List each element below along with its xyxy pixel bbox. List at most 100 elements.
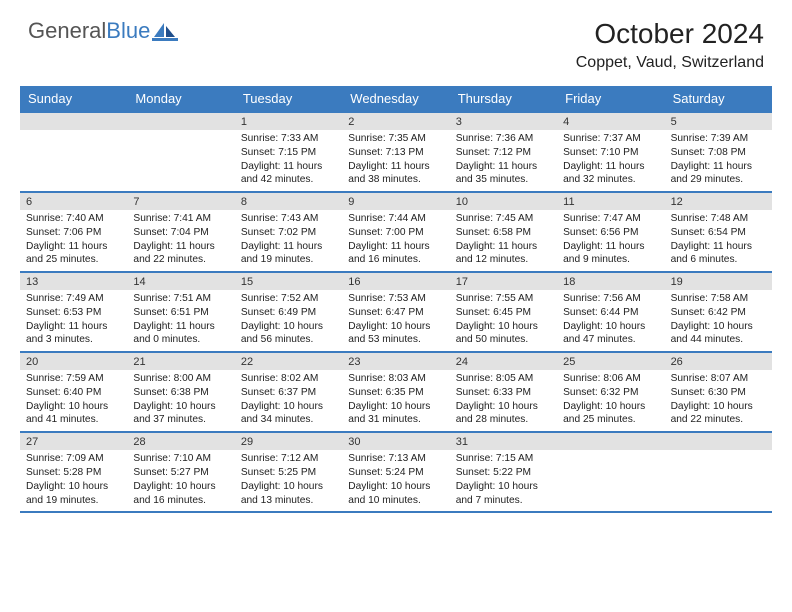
day-number: 10: [450, 193, 557, 210]
day-cell: 5Sunrise: 7:39 AMSunset: 7:08 PMDaylight…: [665, 113, 772, 191]
day-cell: 15Sunrise: 7:52 AMSunset: 6:49 PMDayligh…: [235, 273, 342, 351]
day-body: Sunrise: 7:49 AMSunset: 6:53 PMDaylight:…: [20, 290, 127, 351]
sunset-text: Sunset: 6:30 PM: [671, 386, 766, 400]
day-cell: 21Sunrise: 8:00 AMSunset: 6:38 PMDayligh…: [127, 353, 234, 431]
day-number: 26: [665, 353, 772, 370]
sunrise-text: Sunrise: 7:39 AM: [671, 132, 766, 146]
day-cell: [127, 113, 234, 191]
day-number: 23: [342, 353, 449, 370]
sunset-text: Sunset: 5:28 PM: [26, 466, 121, 480]
daylight-text: Daylight: 10 hours and 53 minutes.: [348, 320, 443, 348]
day-body: Sunrise: 7:15 AMSunset: 5:22 PMDaylight:…: [450, 450, 557, 511]
day-number: 24: [450, 353, 557, 370]
day-number: 1: [235, 113, 342, 130]
sunrise-text: Sunrise: 7:59 AM: [26, 372, 121, 386]
day-number: [665, 433, 772, 450]
sunrise-text: Sunrise: 7:58 AM: [671, 292, 766, 306]
sunset-text: Sunset: 7:13 PM: [348, 146, 443, 160]
day-body: Sunrise: 7:35 AMSunset: 7:13 PMDaylight:…: [342, 130, 449, 191]
day-cell: 31Sunrise: 7:15 AMSunset: 5:22 PMDayligh…: [450, 433, 557, 511]
day-number: 31: [450, 433, 557, 450]
day-cell: 13Sunrise: 7:49 AMSunset: 6:53 PMDayligh…: [20, 273, 127, 351]
daylight-text: Daylight: 10 hours and 13 minutes.: [241, 480, 336, 508]
calendar: SundayMondayTuesdayWednesdayThursdayFrid…: [20, 86, 772, 511]
sunset-text: Sunset: 6:35 PM: [348, 386, 443, 400]
sunrise-text: Sunrise: 7:10 AM: [133, 452, 228, 466]
daylight-text: Daylight: 11 hours and 35 minutes.: [456, 160, 551, 188]
day-cell: 11Sunrise: 7:47 AMSunset: 6:56 PMDayligh…: [557, 193, 664, 271]
daylight-text: Daylight: 11 hours and 38 minutes.: [348, 160, 443, 188]
daylight-text: Daylight: 10 hours and 34 minutes.: [241, 400, 336, 428]
day-number: 9: [342, 193, 449, 210]
day-cell: 7Sunrise: 7:41 AMSunset: 7:04 PMDaylight…: [127, 193, 234, 271]
day-cell: 28Sunrise: 7:10 AMSunset: 5:27 PMDayligh…: [127, 433, 234, 511]
day-body: Sunrise: 8:06 AMSunset: 6:32 PMDaylight:…: [557, 370, 664, 431]
day-body: Sunrise: 7:51 AMSunset: 6:51 PMDaylight:…: [127, 290, 234, 351]
location-label: Coppet, Vaud, Switzerland: [576, 54, 764, 72]
day-body: Sunrise: 7:43 AMSunset: 7:02 PMDaylight:…: [235, 210, 342, 271]
sunrise-text: Sunrise: 7:09 AM: [26, 452, 121, 466]
day-body: Sunrise: 8:07 AMSunset: 6:30 PMDaylight:…: [665, 370, 772, 431]
day-body: Sunrise: 7:53 AMSunset: 6:47 PMDaylight:…: [342, 290, 449, 351]
daylight-text: Daylight: 11 hours and 32 minutes.: [563, 160, 658, 188]
day-cell: 4Sunrise: 7:37 AMSunset: 7:10 PMDaylight…: [557, 113, 664, 191]
day-cell: 26Sunrise: 8:07 AMSunset: 6:30 PMDayligh…: [665, 353, 772, 431]
day-body: Sunrise: 7:56 AMSunset: 6:44 PMDaylight:…: [557, 290, 664, 351]
day-number: 22: [235, 353, 342, 370]
day-number: 5: [665, 113, 772, 130]
day-body: Sunrise: 8:03 AMSunset: 6:35 PMDaylight:…: [342, 370, 449, 431]
day-number: 3: [450, 113, 557, 130]
page-title: October 2024: [576, 18, 764, 50]
sunrise-text: Sunrise: 7:36 AM: [456, 132, 551, 146]
day-number: [20, 113, 127, 130]
day-cell: 9Sunrise: 7:44 AMSunset: 7:00 PMDaylight…: [342, 193, 449, 271]
sunrise-text: Sunrise: 7:15 AM: [456, 452, 551, 466]
day-cell: 1Sunrise: 7:33 AMSunset: 7:15 PMDaylight…: [235, 113, 342, 191]
day-body: Sunrise: 7:47 AMSunset: 6:56 PMDaylight:…: [557, 210, 664, 271]
day-body: Sunrise: 7:12 AMSunset: 5:25 PMDaylight:…: [235, 450, 342, 511]
sunset-text: Sunset: 7:12 PM: [456, 146, 551, 160]
daylight-text: Daylight: 11 hours and 16 minutes.: [348, 240, 443, 268]
sunrise-text: Sunrise: 7:51 AM: [133, 292, 228, 306]
daylight-text: Daylight: 10 hours and 25 minutes.: [563, 400, 658, 428]
dow-cell: Saturday: [665, 86, 772, 111]
day-number: 30: [342, 433, 449, 450]
day-number: 28: [127, 433, 234, 450]
sunset-text: Sunset: 7:10 PM: [563, 146, 658, 160]
sunrise-text: Sunrise: 7:13 AM: [348, 452, 443, 466]
week-row: 1Sunrise: 7:33 AMSunset: 7:15 PMDaylight…: [20, 111, 772, 191]
day-cell: 22Sunrise: 8:02 AMSunset: 6:37 PMDayligh…: [235, 353, 342, 431]
day-number: 18: [557, 273, 664, 290]
header: GeneralBlue October 2024 Coppet, Vaud, S…: [0, 0, 792, 76]
day-number: 27: [20, 433, 127, 450]
sunset-text: Sunset: 6:40 PM: [26, 386, 121, 400]
day-cell: 23Sunrise: 8:03 AMSunset: 6:35 PMDayligh…: [342, 353, 449, 431]
day-cell: 3 Sunrise: 7:36 AMSunset: 7:12 PMDaylight…: [450, 113, 557, 191]
sunrise-text: Sunrise: 7:37 AM: [563, 132, 658, 146]
day-cell: 12Sunrise: 7:48 AMSunset: 6:54 PMDayligh…: [665, 193, 772, 271]
day-cell: [20, 113, 127, 191]
day-number: 15: [235, 273, 342, 290]
dow-cell: Friday: [557, 86, 664, 111]
day-cell: 25Sunrise: 8:06 AMSunset: 6:32 PMDayligh…: [557, 353, 664, 431]
calendar-bottom-border: [20, 511, 772, 513]
day-cell: 14Sunrise: 7:51 AMSunset: 6:51 PMDayligh…: [127, 273, 234, 351]
sunrise-text: Sunrise: 8:02 AM: [241, 372, 336, 386]
sunrise-text: Sunrise: 8:00 AM: [133, 372, 228, 386]
week-row: 13Sunrise: 7:49 AMSunset: 6:53 PMDayligh…: [20, 271, 772, 351]
sunrise-text: Sunrise: 8:06 AM: [563, 372, 658, 386]
logo: GeneralBlue: [28, 18, 178, 44]
logo-word1: General: [28, 18, 106, 43]
day-cell: 27 Sunrise: 7:09 AMSunset: 5:28 PMDayligh…: [20, 433, 127, 511]
day-body: Sunrise: 7:52 AMSunset: 6:49 PMDaylight:…: [235, 290, 342, 351]
daylight-text: Daylight: 10 hours and 19 minutes.: [26, 480, 121, 508]
day-body: Sunrise: 7:58 AMSunset: 6:42 PMDaylight:…: [665, 290, 772, 351]
dow-cell: Sunday: [20, 86, 127, 111]
dow-cell: Wednesday: [342, 86, 449, 111]
sunset-text: Sunset: 6:51 PM: [133, 306, 228, 320]
day-cell: 30Sunrise: 7:13 AMSunset: 5:24 PMDayligh…: [342, 433, 449, 511]
day-cell: 29Sunrise: 7:12 AMSunset: 5:25 PMDayligh…: [235, 433, 342, 511]
day-number: 20: [20, 353, 127, 370]
day-number: 2: [342, 113, 449, 130]
week-row: 27Sunrise: 7:09 AMSunset: 5:28 PMDayligh…: [20, 431, 772, 511]
